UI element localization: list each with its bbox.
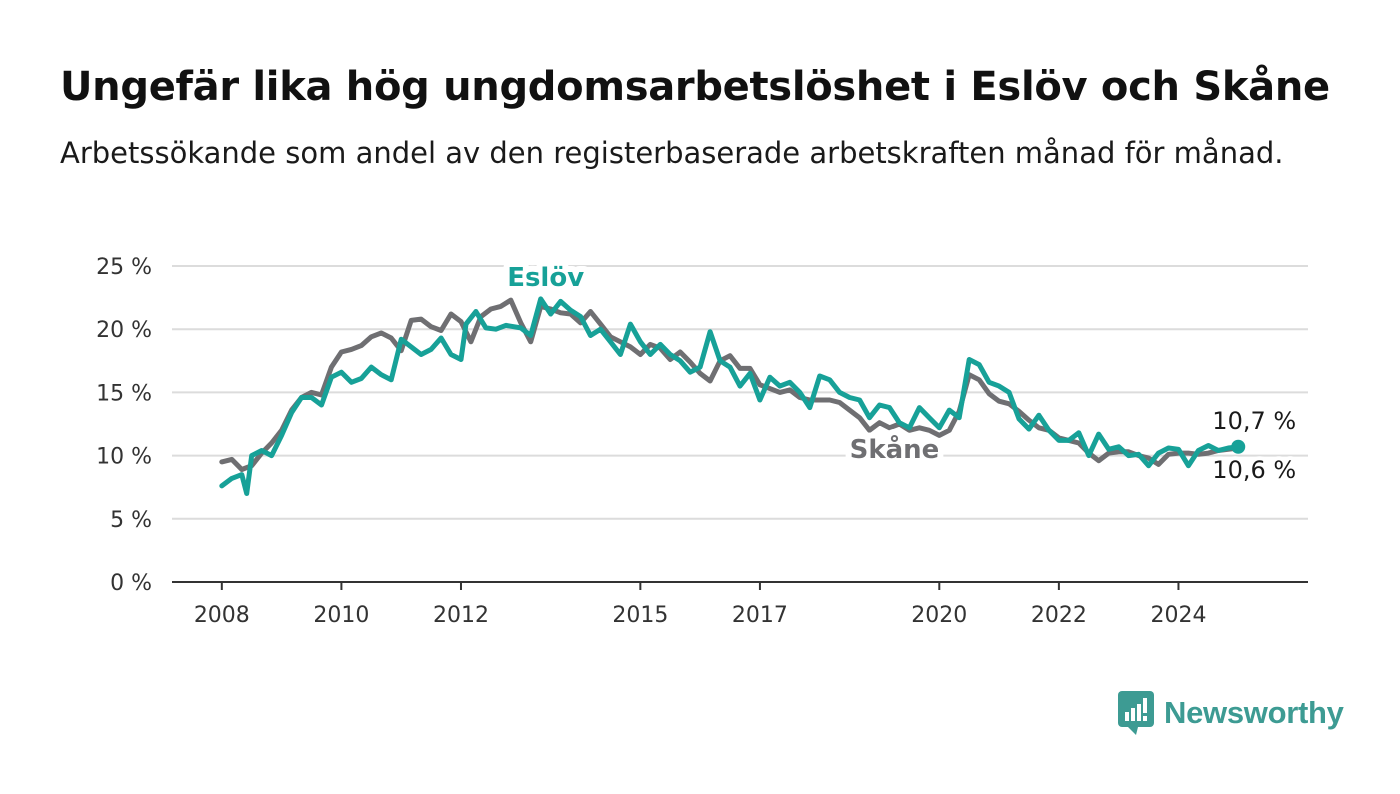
gridlines (172, 265, 1308, 520)
x-tick-label: 2024 (1150, 603, 1206, 628)
y-tick-label: 15 % (96, 381, 152, 406)
y-tick-label: 5 % (110, 508, 152, 533)
chart-title: Ungefär lika hög ungdomsarbetslöshet i E… (60, 64, 1330, 110)
end-label-halo: 10,6 % (1212, 456, 1296, 484)
series-lines (219, 296, 1241, 496)
series-label-eslöv: Eslöv (507, 263, 584, 293)
y-tick-label: 10 % (96, 445, 152, 470)
y-tick-label: 20 % (96, 318, 152, 343)
x-tick-label: 2008 (194, 603, 250, 628)
x-tick-label: 2017 (732, 603, 788, 628)
newsworthy-brand: Newsworthy (1118, 690, 1344, 736)
series-label-halo: Eslöv (507, 263, 584, 293)
end-point-marker (1231, 439, 1246, 454)
y-tick-label: 0 % (110, 571, 152, 596)
axes: 0 % 5 % 10 % 15 % 20 % 25 % 2008 2010 2012 2015 20… (96, 255, 1308, 628)
chart-subtitle: Arbetssökande som andel av den registerb… (60, 136, 1284, 170)
series-line-eslöv (219, 296, 1241, 496)
series-label-halo: Skåne (850, 433, 940, 465)
end-label-skåne: 10,6 % (1212, 456, 1296, 484)
series-label-skåne: Skåne (850, 433, 940, 465)
x-tick-label: 2020 (911, 603, 967, 628)
end-label-halo: 10,7 % (1212, 407, 1296, 435)
newsworthy-logo-icon (1118, 691, 1154, 735)
y-tick-label: 25 % (96, 255, 152, 280)
x-tick-label: 2015 (612, 603, 668, 628)
brand-name: Newsworthy (1164, 695, 1344, 730)
x-tick-label: 2010 (313, 603, 369, 628)
x-tick-label: 2012 (433, 603, 489, 628)
end-label-eslöv: 10,7 % (1212, 407, 1296, 435)
x-tick-label: 2022 (1031, 603, 1087, 628)
